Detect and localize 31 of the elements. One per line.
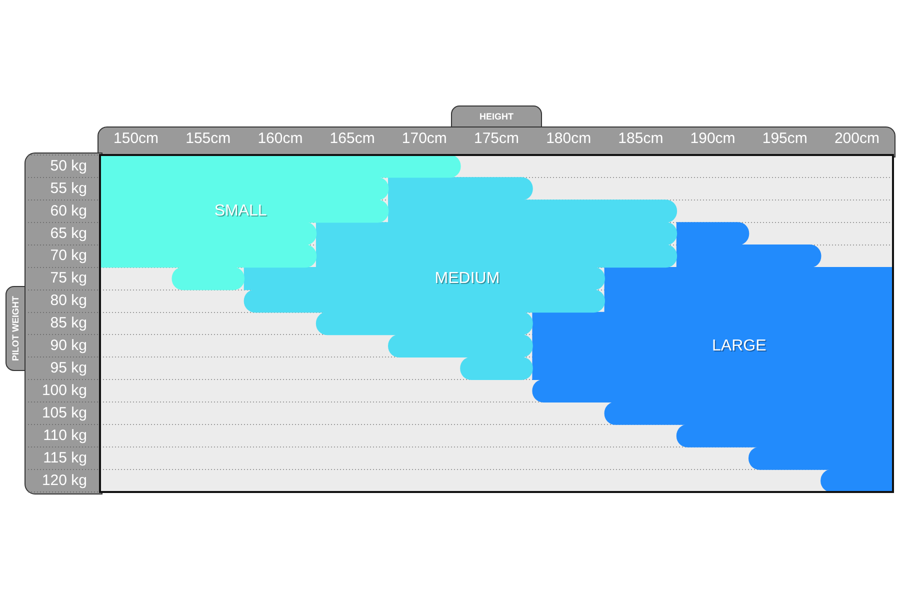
y-tick-label: 60 kg bbox=[50, 202, 87, 220]
y-axis-title: PILOT WEIGHT bbox=[10, 296, 20, 361]
x-tick-label: 180cm bbox=[546, 130, 592, 148]
y-tick-label: 55 kg bbox=[50, 180, 87, 197]
x-tick-label: 175cm bbox=[474, 130, 520, 148]
x-tick-label: 190cm bbox=[690, 130, 736, 148]
y-tick-label: 85 kg bbox=[50, 314, 87, 332]
x-tick-label: 155cm bbox=[186, 130, 231, 148]
y-tick-label: 90 kg bbox=[50, 337, 87, 354]
series-label: LARGE bbox=[713, 338, 768, 356]
y-tick-label: 115 kg bbox=[43, 449, 87, 466]
series-label: SMALL bbox=[215, 204, 268, 221]
series-label: MEDIUM bbox=[436, 270, 501, 288]
x-tick-label: 150cm bbox=[114, 130, 159, 148]
x-tick-label: 195cm bbox=[762, 130, 808, 148]
y-tick-label: 100 kg bbox=[42, 382, 87, 400]
y-tick-label: 120 kg bbox=[42, 472, 87, 489]
x-tick-label: 165cm bbox=[330, 130, 375, 148]
y-tick-label: 50 kg bbox=[50, 157, 87, 174]
x-tick-label: 170cm bbox=[402, 130, 447, 148]
y-tick-label: 105 kg bbox=[42, 404, 87, 422]
y-tick-label: 75 kg bbox=[50, 270, 87, 287]
y-tick-label: 70 kg bbox=[50, 247, 87, 264]
x-tick-label: 160cm bbox=[258, 130, 303, 148]
y-tick-label: 95 kg bbox=[50, 360, 87, 377]
x-tick-label: 200cm bbox=[834, 130, 880, 148]
y-tick-label: 110 kg bbox=[43, 426, 87, 444]
x-tick-label: 185cm bbox=[618, 130, 664, 148]
x-axis-title: HEIGHT bbox=[479, 111, 514, 122]
y-tick-label: 65 kg bbox=[50, 224, 87, 242]
y-tick-label: 80 kg bbox=[50, 292, 87, 310]
